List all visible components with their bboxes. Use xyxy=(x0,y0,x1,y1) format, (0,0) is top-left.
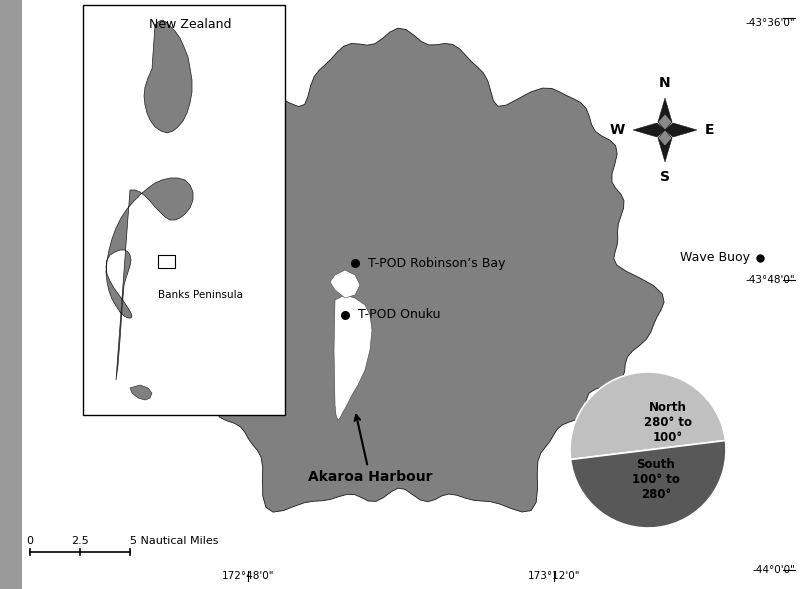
Text: -44°0'0": -44°0'0" xyxy=(752,565,795,575)
Polygon shape xyxy=(658,130,672,146)
Text: 173°12'0": 173°12'0" xyxy=(528,571,580,581)
Text: 0: 0 xyxy=(26,536,34,546)
Polygon shape xyxy=(106,178,193,380)
Polygon shape xyxy=(136,28,664,512)
Text: T-POD Onuku: T-POD Onuku xyxy=(358,309,441,322)
Wedge shape xyxy=(570,441,726,528)
Text: S: S xyxy=(660,170,670,184)
Polygon shape xyxy=(658,98,672,130)
Bar xyxy=(0,0,22,589)
Polygon shape xyxy=(334,295,372,420)
Text: 5 Nautical Miles: 5 Nautical Miles xyxy=(130,536,218,546)
Text: New Zealand: New Zealand xyxy=(149,18,231,31)
Polygon shape xyxy=(330,270,360,298)
Text: North
280° to
100°: North 280° to 100° xyxy=(643,401,691,444)
Polygon shape xyxy=(658,114,672,130)
Text: Akaroa Harbour: Akaroa Harbour xyxy=(308,415,432,484)
Text: W: W xyxy=(610,123,625,137)
Text: -43°48'0": -43°48'0" xyxy=(746,275,795,285)
Text: -43°36'0": -43°36'0" xyxy=(746,18,795,28)
Bar xyxy=(83,5,285,415)
Text: 2.5: 2.5 xyxy=(71,536,89,546)
Text: Wave Buoy: Wave Buoy xyxy=(680,252,750,264)
Text: T-POD Robinson’s Bay: T-POD Robinson’s Bay xyxy=(368,256,506,270)
Text: N: N xyxy=(659,76,671,90)
Wedge shape xyxy=(570,372,726,459)
Polygon shape xyxy=(665,123,697,137)
Text: Banks Peninsula: Banks Peninsula xyxy=(158,290,242,300)
Polygon shape xyxy=(144,20,192,133)
Polygon shape xyxy=(658,130,672,162)
Text: South
100° to
280°: South 100° to 280° xyxy=(632,458,680,501)
Text: 172°48'0": 172°48'0" xyxy=(222,571,274,581)
Polygon shape xyxy=(633,123,665,137)
Polygon shape xyxy=(130,385,152,400)
Text: E: E xyxy=(705,123,714,137)
